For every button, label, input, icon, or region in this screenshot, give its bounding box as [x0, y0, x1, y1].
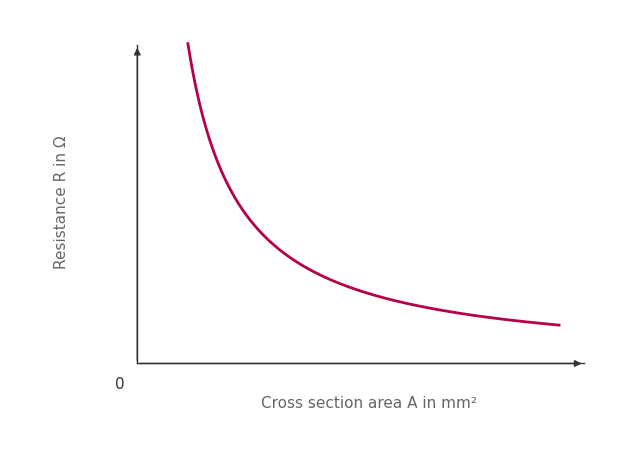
Text: Cross section area A in mm²: Cross section area A in mm²: [261, 396, 477, 411]
Text: Resistance R in Ω: Resistance R in Ω: [54, 136, 69, 269]
Text: 0: 0: [115, 377, 125, 392]
